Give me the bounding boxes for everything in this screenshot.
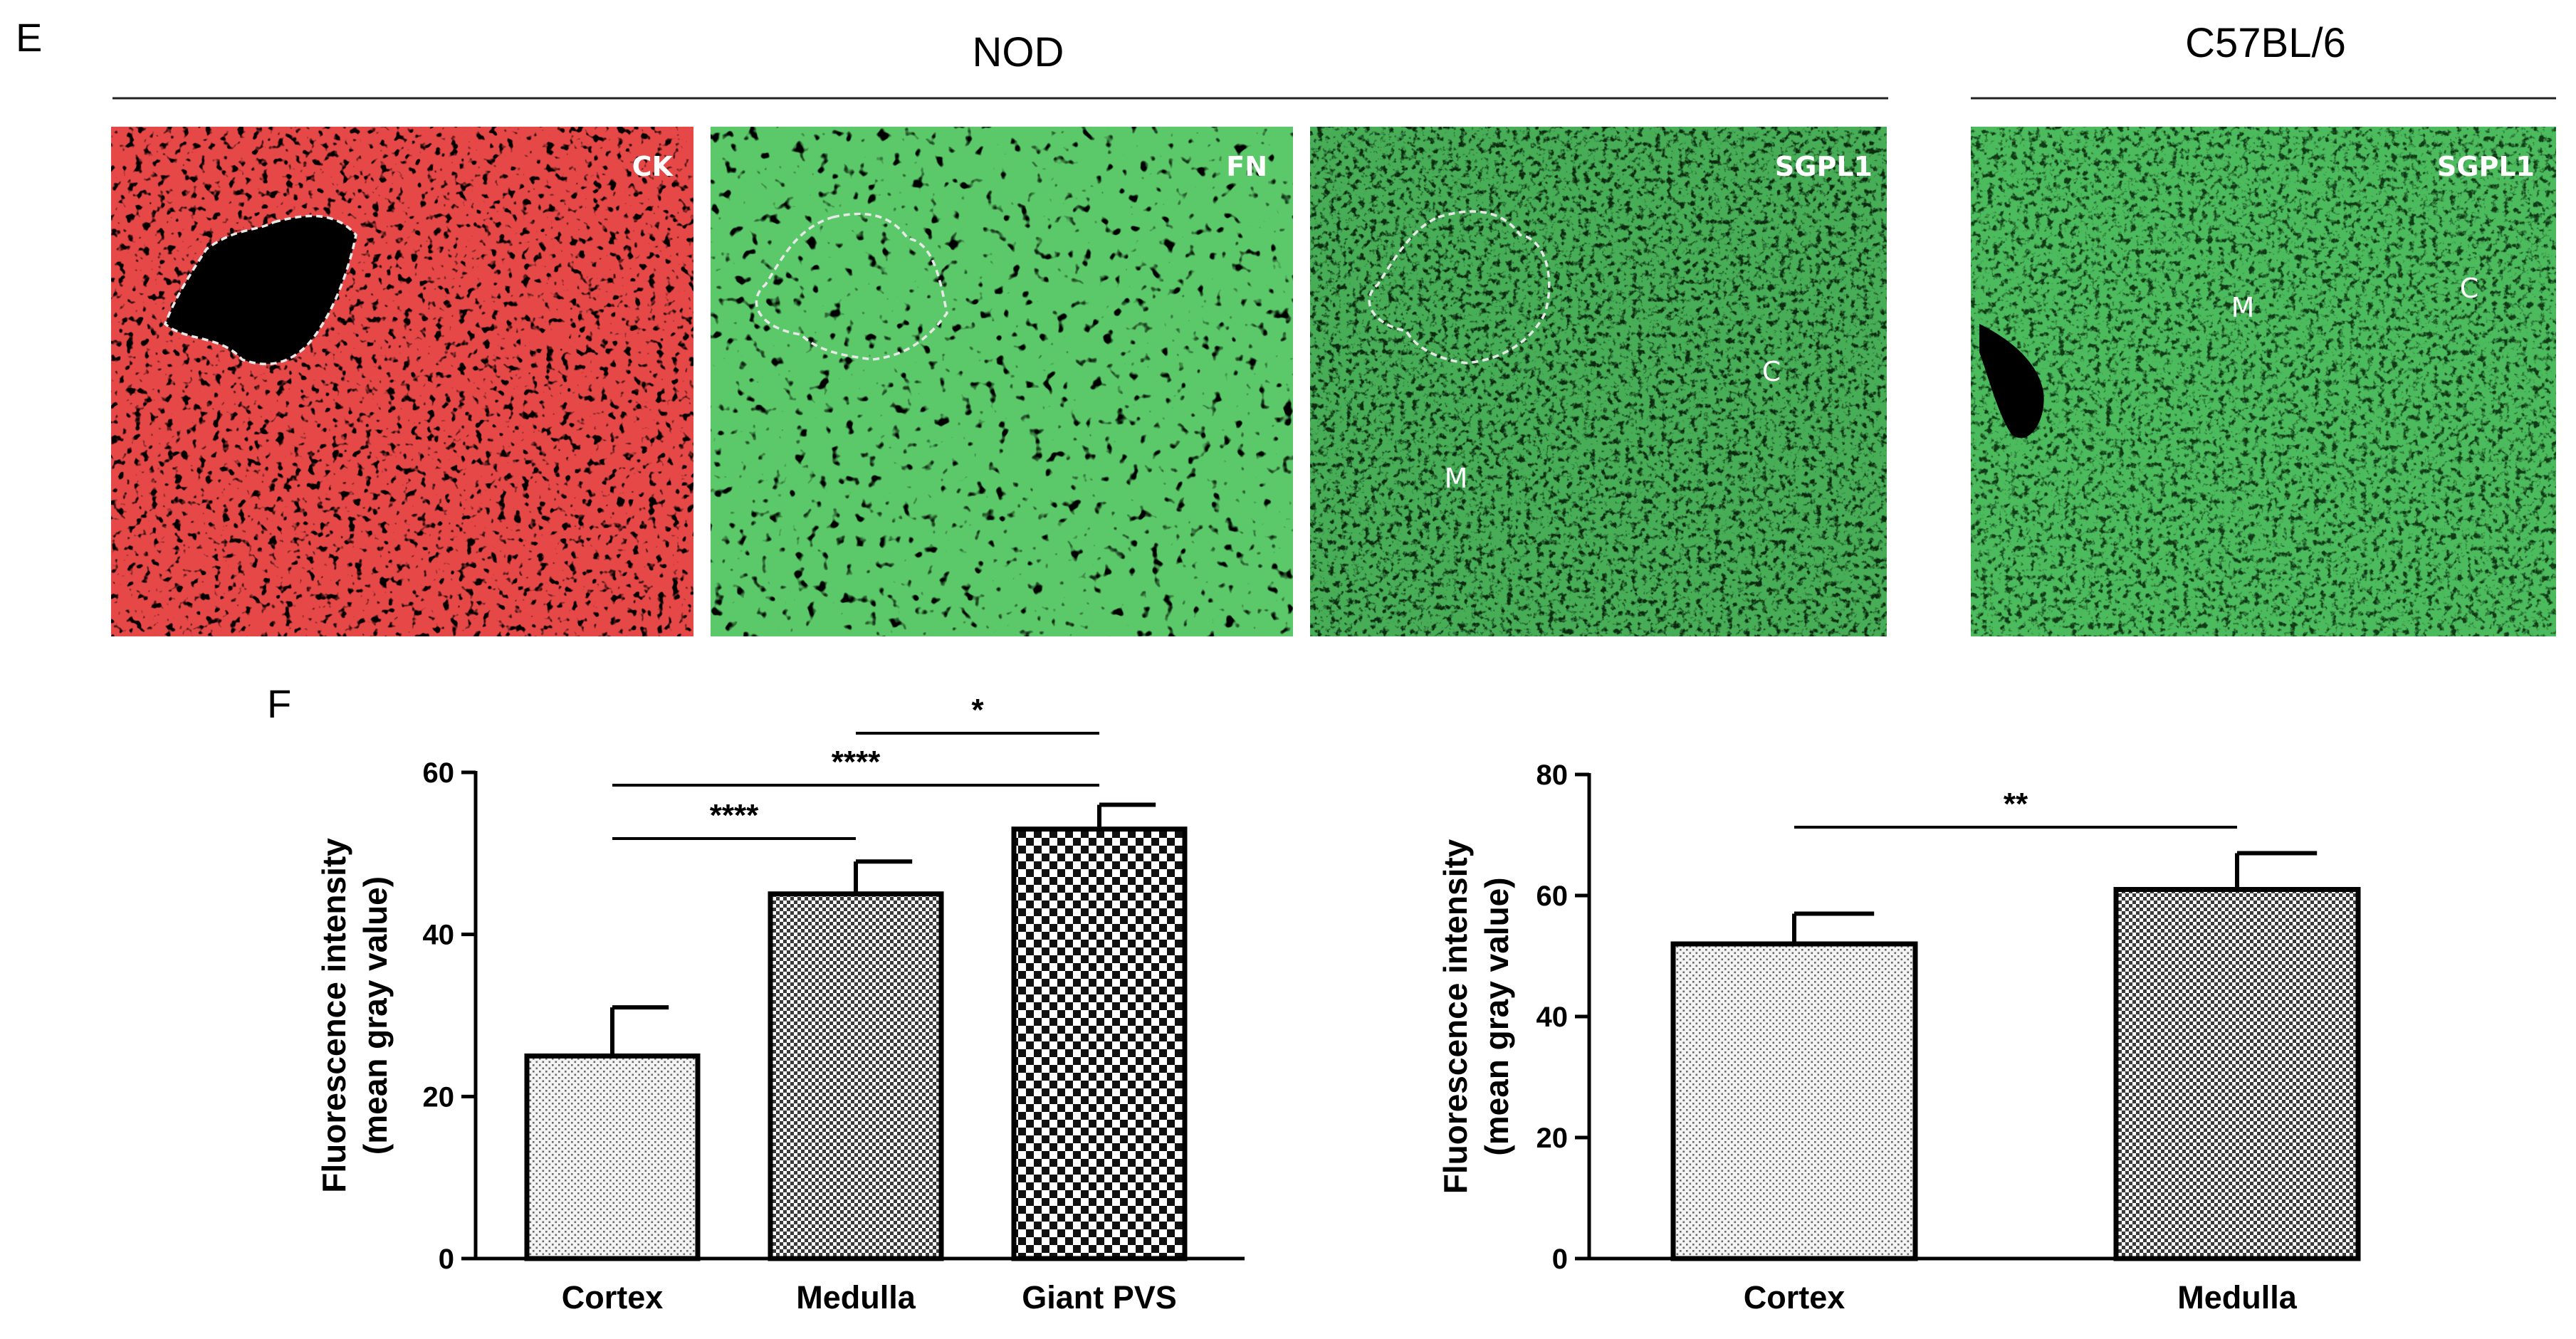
- y-axis-title-line2: (mean gray value): [357, 876, 394, 1155]
- category-label: Giant PVS: [1022, 1279, 1177, 1316]
- significance-label: ****: [832, 745, 881, 779]
- micrograph-fn: FN: [711, 127, 1293, 636]
- bar-medulla: [768, 891, 944, 1261]
- ck-region-outline: [163, 214, 357, 366]
- y-tick-label: 60: [423, 757, 455, 789]
- fn-label: FN: [1226, 151, 1267, 182]
- y-axis-title: Fluorescence intensity (mean gray value): [1437, 839, 1515, 1194]
- bar-cortex: [524, 1053, 701, 1261]
- micrograph-sgpl1-nod: SGPL1 C M: [1310, 127, 1887, 636]
- panel-f-letter: F: [267, 681, 291, 726]
- panel-e-letter: E: [16, 15, 42, 60]
- y-axis-title-line1: Fluorescence intensity: [1437, 839, 1474, 1194]
- sgpl1-region-outline: [1368, 210, 1551, 364]
- sgpl1-c57-region-c: C: [2460, 273, 2479, 304]
- micrograph-sgpl1-c57bl6: SGPL1 M C: [1971, 127, 2556, 636]
- y-tick-label: 20: [423, 1081, 455, 1113]
- micrograph-ck: CK: [111, 127, 693, 636]
- y-axis-title-line2: (mean gray value): [1478, 877, 1515, 1155]
- category-label: Cortex: [562, 1279, 664, 1316]
- y-tick-label: 40: [1536, 1002, 1569, 1033]
- y-tick-label: 0: [1552, 1244, 1568, 1275]
- bar-cortex: [1670, 941, 1918, 1261]
- chart-c57bl6: 0 20 40 60 80 Fluorescence intensity (mean gra…: [1437, 760, 2361, 1316]
- category-label: Medulla: [2177, 1279, 2297, 1316]
- y-tick-label: 60: [1536, 881, 1569, 912]
- sgpl1-nod-label: SGPL1: [1775, 151, 1873, 182]
- bar-giant-pvs: [1011, 826, 1188, 1261]
- sgpl1-nod-region-c: C: [1762, 356, 1781, 387]
- group-label-nod: NOD: [973, 29, 1064, 75]
- fn-region-outline: [755, 212, 948, 361]
- y-tick-label: 40: [423, 920, 455, 951]
- sgpl1-c57-region-m: M: [2231, 292, 2255, 323]
- significance-label: ****: [710, 798, 759, 833]
- y-tick-label: 0: [439, 1244, 454, 1275]
- chart-nod: 0 20 40 60 Fluorescence intensity (mean gray …: [315, 693, 1245, 1316]
- y-tick-label: 20: [1536, 1123, 1569, 1154]
- ck-label: CK: [632, 151, 674, 182]
- y-tick-label: 80: [1536, 760, 1569, 791]
- sgpl1-c57-label: SGPL1: [2437, 151, 2535, 182]
- sgpl1-nod-region-m: M: [1445, 463, 1468, 494]
- y-axis-title: Fluorescence intensity (mean gray value): [315, 838, 394, 1193]
- category-label: Medulla: [796, 1279, 916, 1316]
- group-label-c57bl6: C57BL/6: [2185, 20, 2346, 66]
- significance-label: **: [2004, 787, 2028, 821]
- vessel-shape: [1979, 324, 2044, 439]
- bar-medulla: [2113, 887, 2361, 1261]
- significance-label: *: [971, 693, 984, 728]
- y-axis-title-line1: Fluorescence intensity: [315, 838, 352, 1193]
- category-label: Cortex: [1744, 1279, 1845, 1316]
